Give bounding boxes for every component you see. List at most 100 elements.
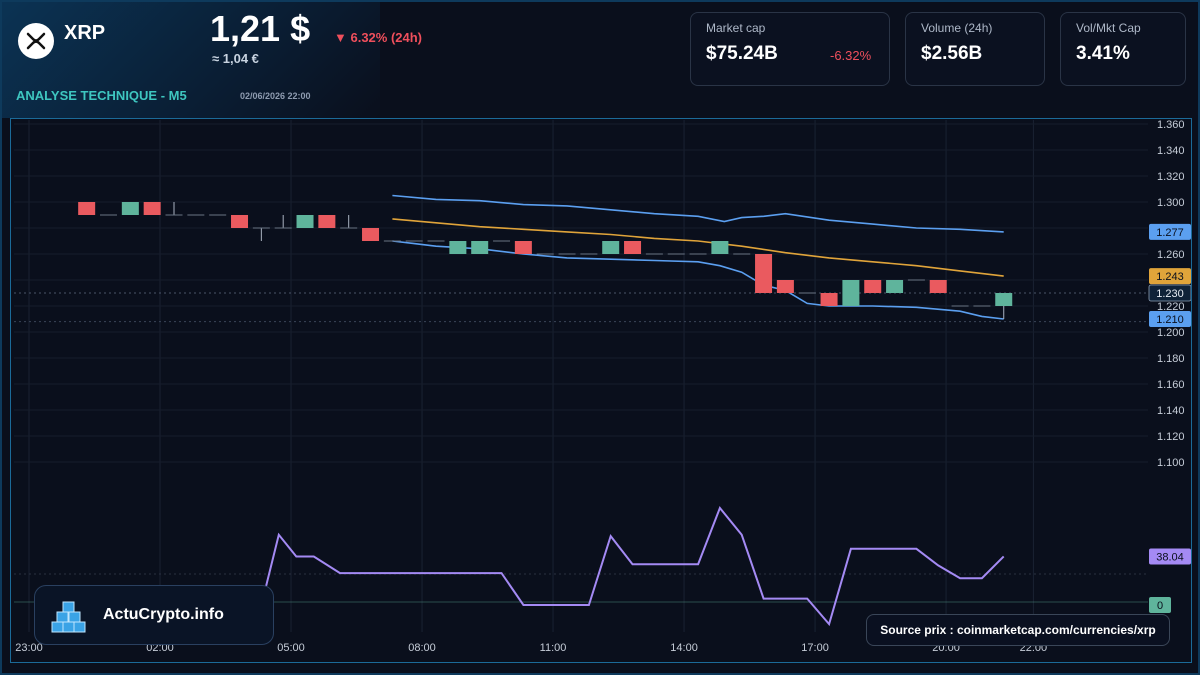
candle-body [121, 202, 139, 215]
x-tick-label: 17:00 [801, 642, 829, 654]
price-badge: 1.210 [1149, 311, 1191, 327]
candle-body [78, 202, 96, 215]
x-tick-label: 02:00 [146, 642, 174, 654]
section-title: ANALYSE TECHNIQUE - M5 [16, 88, 187, 103]
source-link[interactable]: Source prix : coinmarketcap.com/currenci… [866, 614, 1170, 646]
candle [995, 293, 1013, 319]
candle [252, 227, 270, 241]
candle [362, 228, 380, 241]
candle-body [711, 241, 729, 254]
rsi-line [260, 506, 1005, 627]
candle-body [886, 280, 904, 293]
y-tick-label: 1.300 [1157, 197, 1185, 209]
candle [78, 202, 96, 215]
candle-body [296, 215, 314, 228]
candle-body [842, 280, 860, 306]
y-tick-label: 1.320 [1157, 171, 1185, 183]
x-tick-label: 08:00 [408, 642, 436, 654]
candles [78, 202, 1013, 319]
candle-body [318, 215, 336, 228]
price-badge: 1.277 [1149, 223, 1191, 240]
price-badge-text: 1.243 [1156, 271, 1184, 283]
candle-body [143, 202, 161, 215]
candle [755, 254, 773, 293]
candle-body [449, 241, 467, 254]
y-tick-label: 1.360 [1157, 119, 1185, 131]
y-tick-label: 1.260 [1157, 249, 1185, 261]
timestamp: 02/06/2026 22:00 [240, 91, 311, 101]
x-tick-label: 14:00 [670, 642, 698, 654]
header-background [0, 0, 380, 118]
candle [143, 202, 161, 215]
axis-labels: 1.3601.3401.3201.3001.2801.2601.2401.220… [15, 119, 1192, 654]
candle-body [776, 280, 794, 293]
market-cap-card: Market cap $75.24B -6.32% [690, 12, 890, 86]
rsi-badge-text: 38.04 [1156, 551, 1184, 563]
y-tick-label: 1.100 [1157, 457, 1185, 469]
candle-body [864, 280, 882, 293]
current-price: 1,21 $ [210, 8, 311, 49]
candle-body [995, 293, 1013, 306]
ticker-symbol: XRP [64, 22, 106, 44]
candle [929, 280, 947, 293]
candle [449, 241, 467, 254]
price-badge: 1.243 [1149, 268, 1191, 285]
price-change-24h: ▼ 6.32% (24h) [334, 30, 423, 45]
brand-name: ActuCrypto.info [103, 606, 224, 623]
price-eur: ≈ 1,04 € [212, 51, 259, 66]
price-badge-text: 1.277 [1156, 227, 1184, 239]
candle-body [514, 241, 532, 254]
stat-delta: -6.32% [830, 48, 872, 63]
candle-body [624, 241, 642, 254]
cubes-logo-icon [51, 601, 86, 633]
candle [318, 215, 336, 228]
y-tick-label: 1.140 [1157, 405, 1185, 417]
stat-value: 3.41% [1076, 43, 1130, 64]
candle [121, 202, 139, 215]
price-badge-text: 1.210 [1156, 314, 1184, 326]
candle-body [231, 215, 249, 228]
bollinger-upper-line [392, 194, 1004, 233]
candle [231, 215, 249, 228]
candle [864, 280, 882, 293]
stat-value: $2.56B [921, 43, 983, 64]
candle-body [471, 241, 489, 254]
candle [471, 241, 489, 254]
candle [711, 241, 729, 254]
y-tick-label: 1.200 [1157, 327, 1185, 339]
x-tick-label: 23:00 [15, 642, 43, 654]
stat-label: Market cap [706, 21, 766, 35]
candle [165, 202, 183, 216]
y-tick-label: 1.220 [1157, 301, 1185, 313]
candle-body [362, 228, 380, 241]
brand-badge[interactable]: ActuCrypto.info [34, 585, 274, 645]
candle-body [755, 254, 773, 293]
candle [274, 215, 292, 229]
candle [776, 280, 794, 293]
price-badge-text: 1.230 [1156, 288, 1184, 300]
candle [842, 280, 860, 306]
y-tick-label: 1.180 [1157, 353, 1185, 365]
moving-average-line [392, 218, 1004, 277]
price-badge-bg [1149, 268, 1191, 285]
candle [296, 215, 314, 228]
candle-body [820, 293, 838, 306]
candle [340, 215, 358, 229]
x-tick-label: 05:00 [277, 642, 305, 654]
stat-label: Volume (24h) [921, 21, 993, 35]
y-tick-label: 1.160 [1157, 379, 1185, 391]
candle-body [929, 280, 947, 293]
stat-value: $75.24B [706, 43, 778, 64]
y-tick-label: 1.340 [1157, 145, 1185, 157]
rsi-badge: 0 [1149, 597, 1171, 613]
rsi-badge-text: 0 [1157, 600, 1163, 612]
volume-card: Volume (24h) $2.56B [905, 12, 1045, 86]
price-badge-bg [1149, 311, 1191, 327]
candle [886, 280, 904, 293]
candle [624, 241, 642, 254]
x-tick-label: 11:00 [540, 642, 567, 654]
candle [514, 241, 532, 254]
stat-label: Vol/Mkt Cap [1076, 21, 1141, 35]
rsi-badge: 38.04 [1149, 548, 1191, 565]
